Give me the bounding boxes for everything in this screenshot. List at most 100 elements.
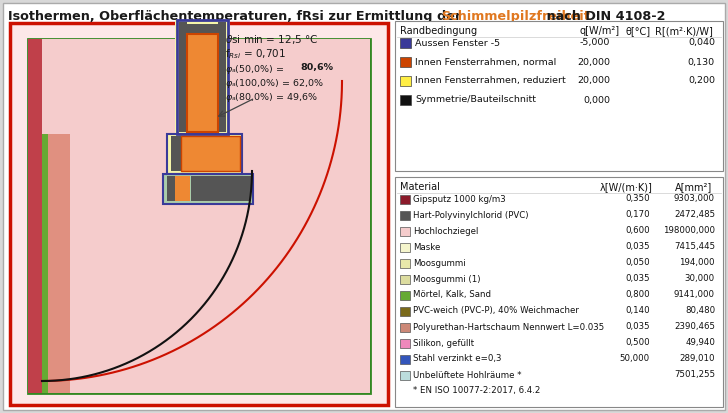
Text: Innen Fensterrahmen, normal: Innen Fensterrahmen, normal: [415, 57, 556, 66]
Text: 9303,000: 9303,000: [674, 195, 715, 204]
Bar: [400, 57, 411, 67]
Bar: [395, 21, 723, 171]
Bar: [400, 275, 410, 284]
Text: 289,010: 289,010: [679, 354, 715, 363]
Text: 49,940: 49,940: [685, 339, 715, 347]
Text: 2472,485: 2472,485: [674, 211, 715, 219]
Bar: [400, 259, 410, 268]
Bar: [400, 227, 410, 236]
Text: Symmetrie/Bauteilschnitt: Symmetrie/Bauteilschnitt: [415, 95, 536, 104]
Bar: [28, 39, 370, 393]
Text: Hochlochziegel: Hochlochziegel: [413, 226, 478, 235]
Text: A[mm²]: A[mm²]: [675, 182, 712, 192]
Bar: [400, 307, 410, 316]
Bar: [400, 38, 411, 48]
Text: 198000,000: 198000,000: [663, 226, 715, 235]
Text: 0,035: 0,035: [625, 242, 650, 252]
Text: nach DIN 4108-2: nach DIN 4108-2: [542, 10, 665, 23]
Text: $\vartheta$si min = 12,5 °C: $\vartheta$si min = 12,5 °C: [225, 33, 318, 46]
Bar: [167, 134, 242, 174]
Text: 0,170: 0,170: [625, 211, 650, 219]
Bar: [179, 24, 226, 34]
Text: 0,050: 0,050: [625, 259, 650, 268]
Text: -5,000: -5,000: [579, 38, 610, 47]
Text: Moosgummi (1): Moosgummi (1): [413, 275, 480, 283]
Bar: [167, 176, 175, 201]
Bar: [400, 355, 410, 364]
Bar: [28, 39, 42, 393]
Text: θ[°C]: θ[°C]: [625, 26, 650, 36]
Text: 80,6%: 80,6%: [300, 63, 333, 72]
Bar: [400, 371, 410, 380]
Bar: [167, 134, 242, 174]
Text: 7415,445: 7415,445: [674, 242, 715, 252]
Text: Stahl verzinkt e=0,3: Stahl verzinkt e=0,3: [413, 354, 502, 363]
Text: Aussen Fenster -5: Aussen Fenster -5: [415, 38, 500, 47]
Text: 194,000: 194,000: [679, 259, 715, 268]
Bar: [179, 22, 187, 132]
Text: 0,600: 0,600: [625, 226, 650, 235]
Text: Polyurethan-Hartschaum Nennwert L=0.035: Polyurethan-Hartschaum Nennwert L=0.035: [413, 323, 604, 332]
Text: 0,000: 0,000: [583, 95, 610, 104]
Bar: [28, 39, 370, 393]
Text: 0,035: 0,035: [625, 323, 650, 332]
Bar: [175, 20, 230, 134]
Text: PVC-weich (PVC-P), 40% Weichmacher: PVC-weich (PVC-P), 40% Weichmacher: [413, 306, 579, 316]
Bar: [175, 176, 190, 201]
Text: 9141,000: 9141,000: [674, 290, 715, 299]
Bar: [48, 134, 70, 393]
Text: 50,000: 50,000: [620, 354, 650, 363]
Text: 20,000: 20,000: [577, 76, 610, 85]
Text: Silikon, gefüllt: Silikon, gefüllt: [413, 339, 474, 347]
Bar: [395, 177, 723, 407]
Bar: [400, 291, 410, 300]
Text: q[W/m²]: q[W/m²]: [580, 26, 620, 36]
Text: $\varphi$ₐ(80,0%) = 49,6%: $\varphi$ₐ(80,0%) = 49,6%: [225, 91, 318, 104]
Bar: [10, 23, 388, 405]
Text: $\varphi$ₐ(100,0%) = 62,0%: $\varphi$ₐ(100,0%) = 62,0%: [225, 77, 324, 90]
Text: Mörtel, Kalk, Sand: Mörtel, Kalk, Sand: [413, 290, 491, 299]
Bar: [187, 34, 218, 132]
Text: Gipsputz 1000 kg/m3: Gipsputz 1000 kg/m3: [413, 195, 506, 204]
Text: Maske: Maske: [413, 242, 440, 252]
Bar: [163, 174, 253, 204]
Text: Isothermen, Oberflächentemperaturen, fRsi zur Ermittlung der: Isothermen, Oberflächentemperaturen, fRs…: [8, 10, 466, 23]
Text: 0,040: 0,040: [688, 38, 715, 47]
Text: 0,130: 0,130: [688, 57, 715, 66]
Text: 0,200: 0,200: [688, 76, 715, 85]
Bar: [400, 323, 410, 332]
Text: 80,480: 80,480: [685, 306, 715, 316]
Text: 20,000: 20,000: [577, 57, 610, 66]
Text: 7501,255: 7501,255: [674, 370, 715, 380]
Bar: [400, 76, 411, 86]
Text: Material: Material: [400, 182, 440, 192]
Bar: [177, 20, 228, 134]
Bar: [181, 136, 240, 171]
Bar: [400, 95, 411, 105]
Bar: [232, 136, 242, 171]
Text: $\varphi$ₐ(50,0%) =: $\varphi$ₐ(50,0%) =: [225, 63, 285, 76]
Text: f$_{Rsi}$ = 0,701: f$_{Rsi}$ = 0,701: [225, 47, 286, 61]
Bar: [400, 243, 410, 252]
Text: 0,035: 0,035: [625, 275, 650, 283]
Text: 0,500: 0,500: [625, 339, 650, 347]
Text: 0,140: 0,140: [625, 306, 650, 316]
Text: Innen Fensterrahmen, reduziert: Innen Fensterrahmen, reduziert: [415, 76, 566, 85]
Text: Randbedingung: Randbedingung: [400, 26, 477, 36]
Text: Hart-Polyvinylchlorid (PVC): Hart-Polyvinylchlorid (PVC): [413, 211, 529, 219]
Text: 0,800: 0,800: [625, 290, 650, 299]
Bar: [181, 136, 240, 171]
Text: λ[W/(m·K)]: λ[W/(m·K)]: [600, 182, 653, 192]
Text: Schimmelpilzfreiheit: Schimmelpilzfreiheit: [441, 10, 590, 23]
Bar: [42, 134, 48, 393]
Bar: [191, 176, 251, 201]
Bar: [400, 339, 410, 348]
Bar: [187, 34, 218, 132]
Bar: [171, 136, 181, 171]
Text: Unbelüftete Hohlräume *: Unbelüftete Hohlräume *: [413, 370, 521, 380]
Text: Moosgummi: Moosgummi: [413, 259, 466, 268]
Text: 0,350: 0,350: [625, 195, 650, 204]
Text: 2390,465: 2390,465: [674, 323, 715, 332]
Text: 30,000: 30,000: [685, 275, 715, 283]
Bar: [400, 211, 410, 220]
